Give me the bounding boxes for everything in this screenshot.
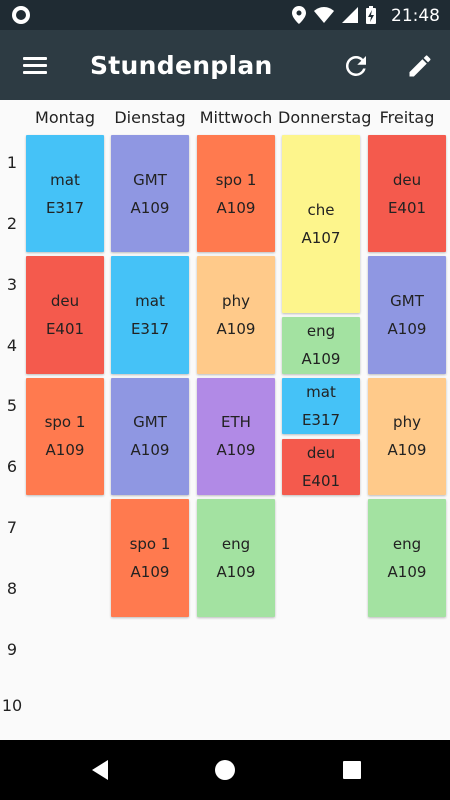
lesson-room: A109	[387, 441, 427, 460]
timetable-grid: Montag Dienstag Mittwoch Donnerstag Freitag 1…	[0, 100, 450, 740]
lesson-cell[interactable]: GMT A109	[111, 135, 189, 253]
lesson-subject: che	[307, 201, 335, 220]
menu-icon-bar	[23, 64, 47, 67]
lesson-cell[interactable]: spo 1 A109	[197, 135, 275, 253]
refresh-button[interactable]	[336, 46, 376, 86]
lesson-cell[interactable]: eng A109	[368, 499, 446, 617]
menu-button[interactable]	[18, 52, 52, 80]
back-icon	[92, 760, 108, 780]
lesson-subject: spo 1	[215, 170, 257, 189]
lesson-subject: spo 1	[129, 534, 171, 553]
home-button[interactable]	[213, 758, 237, 782]
day-header: Freitag	[379, 108, 435, 127]
period-number: 7	[6, 518, 18, 537]
lesson-subject: deu	[306, 443, 336, 462]
lesson-room: A107	[301, 229, 341, 248]
day-header: Mittwoch	[199, 108, 273, 127]
lesson-room: E317	[45, 198, 85, 217]
period-number: 1	[6, 153, 18, 172]
lesson-cell[interactable]: che A107	[282, 135, 360, 314]
signal-icon	[342, 7, 358, 23]
lesson-cell[interactable]: spo 1 A109	[111, 499, 189, 617]
lesson-subject: GMT	[133, 413, 167, 432]
lesson-subject: eng	[221, 534, 251, 553]
lesson-cell[interactable]: deu E401	[26, 256, 104, 374]
lesson-subject: eng	[306, 322, 336, 341]
lesson-room: A109	[216, 320, 256, 339]
status-time: 21:48	[391, 6, 440, 26]
recents-icon	[343, 761, 361, 779]
lesson-room: A109	[130, 198, 170, 217]
lesson-subject: GMT	[133, 170, 167, 189]
edit-button[interactable]	[400, 46, 440, 86]
back-button[interactable]	[88, 758, 112, 782]
lesson-room: A109	[216, 441, 256, 460]
lesson-cell[interactable]: mat E317	[111, 256, 189, 374]
lesson-room: A109	[130, 562, 170, 581]
lesson-subject: ETH	[221, 413, 251, 432]
lesson-subject: GMT	[390, 292, 424, 311]
refresh-icon	[345, 55, 366, 76]
lesson-subject: deu	[50, 292, 80, 311]
lesson-room: E401	[45, 320, 85, 339]
lesson-cell[interactable]: GMT A109	[368, 256, 446, 374]
period-number: 6	[6, 457, 18, 476]
status-bar: 21:48	[0, 0, 450, 30]
home-icon	[215, 760, 235, 780]
navigation-bar	[0, 740, 450, 800]
pencil-icon	[409, 55, 431, 77]
period-number: 3	[6, 275, 18, 294]
status-icons	[292, 6, 376, 24]
day-header: Dienstag	[114, 108, 186, 127]
lesson-subject: deu	[392, 170, 422, 189]
lesson-cell[interactable]: phy A109	[197, 256, 275, 374]
battery-charging-icon	[366, 6, 376, 24]
lesson-subject: mat	[135, 292, 165, 311]
lesson-cell[interactable]: phy A109	[368, 377, 446, 496]
lesson-room: E317	[130, 320, 170, 339]
lesson-room: A109	[387, 562, 427, 581]
period-number: 9	[6, 640, 18, 659]
recents-button[interactable]	[340, 758, 364, 782]
lesson-room: A109	[45, 441, 85, 460]
period-number: 2	[6, 214, 18, 233]
lesson-room: A109	[216, 562, 256, 581]
page-title: Stundenplan	[90, 51, 273, 80]
lesson-room: A109	[387, 320, 427, 339]
lesson-room: E401	[301, 471, 341, 490]
day-header: Donnerstag	[278, 108, 372, 127]
lesson-cell[interactable]: deu E401	[282, 438, 360, 496]
lesson-subject: phy	[222, 292, 250, 311]
notification-icon	[12, 6, 30, 24]
lesson-cell[interactable]: mat E317	[282, 377, 360, 435]
lesson-subject: mat	[306, 383, 336, 402]
lesson-room: A109	[216, 198, 256, 217]
period-number: 5	[6, 396, 18, 415]
lesson-room: E317	[301, 411, 341, 430]
lesson-cell[interactable]: spo 1 A109	[26, 377, 104, 496]
day-header: Montag	[35, 108, 95, 127]
lesson-cell[interactable]: GMT A109	[111, 377, 189, 496]
period-number: 4	[6, 336, 18, 355]
menu-icon	[23, 57, 47, 60]
lesson-subject: mat	[50, 170, 80, 189]
lesson-room: E401	[387, 198, 427, 217]
lesson-subject: spo 1	[44, 413, 86, 432]
lesson-cell[interactable]: deu E401	[368, 135, 446, 253]
lesson-cell[interactable]: eng A109	[282, 317, 360, 374]
period-number: 8	[6, 579, 18, 598]
period-number: 10	[1, 696, 23, 715]
lesson-room: A109	[301, 350, 341, 369]
menu-icon-bar	[23, 71, 47, 74]
lesson-subject: eng	[392, 534, 422, 553]
lesson-subject: phy	[393, 413, 421, 432]
location-icon	[292, 6, 306, 24]
wifi-icon	[314, 7, 334, 23]
lesson-cell[interactable]: eng A109	[197, 499, 275, 617]
lesson-room: A109	[130, 441, 170, 460]
lesson-cell[interactable]: ETH A109	[197, 377, 275, 496]
app-bar: Stundenplan	[0, 30, 450, 100]
lesson-cell[interactable]: mat E317	[26, 135, 104, 253]
